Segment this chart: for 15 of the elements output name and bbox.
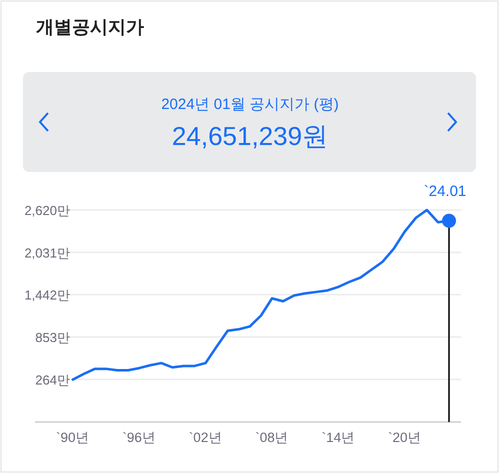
- text: 24,651,239원: [172, 121, 328, 151]
- chart-subtitle: 2024년 01월 공시지가 (평): [161, 96, 339, 113]
- x-tick-label: `90년: [56, 430, 90, 445]
- y-tick-label: 1,442만: [24, 288, 70, 303]
- y-tick-label: 2,031만: [24, 245, 70, 260]
- y-tick-label: 264만: [35, 372, 70, 388]
- ref-line-label: `24.01: [424, 183, 466, 200]
- x-tick-label: `20년: [388, 430, 422, 445]
- x-tick-label: `14년: [322, 430, 356, 445]
- chart-title: 개별공시지가: [36, 17, 144, 37]
- x-tick-label: `02년: [188, 430, 222, 445]
- x-tick-label: `96년: [122, 430, 156, 445]
- y-tick-label: 2,620만: [24, 203, 70, 218]
- y-tick-label: 853만: [35, 330, 70, 345]
- x-tick-label: `08년: [255, 430, 289, 445]
